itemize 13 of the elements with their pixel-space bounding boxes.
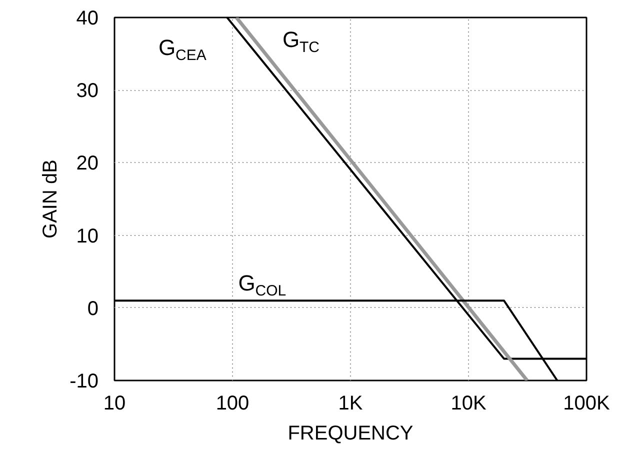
y-tick-label: 0: [87, 298, 98, 320]
x-tick-label: 10K: [450, 392, 487, 414]
x-tick-label: 10: [103, 392, 126, 414]
y-tick-label: 40: [76, 8, 99, 30]
x-tick-label: 1K: [338, 392, 364, 414]
y-tick-label: -10: [70, 370, 98, 392]
x-axis-title: FREQUENCY: [288, 422, 414, 444]
x-tick-label: 100K: [563, 392, 611, 414]
y-tick-label: 20: [76, 152, 99, 175]
x-tick-label: 100: [216, 392, 250, 414]
y-tick-label: 10: [76, 225, 99, 248]
y-axis-title: GAIN dB: [40, 160, 62, 238]
y-tick-label: 30: [76, 80, 99, 102]
